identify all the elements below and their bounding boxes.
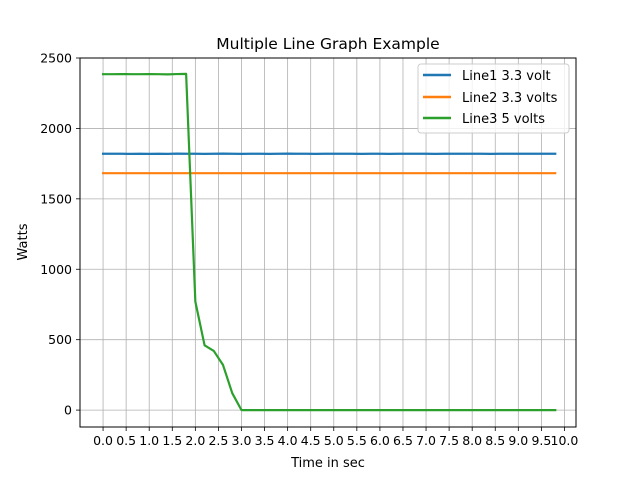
x-tick-label: 7.0 xyxy=(416,433,436,448)
x-tick-label: 9.5 xyxy=(531,433,551,448)
series-line-3 xyxy=(101,72,557,412)
y-tick-label: 500 xyxy=(48,332,72,347)
y-tick-label: 1000 xyxy=(40,262,72,277)
x-tick-label: 4.5 xyxy=(301,433,321,448)
legend: Line1 3.3 volt Line2 3.3 volts Line3 5 v… xyxy=(417,63,570,134)
x-tick-label: 6.0 xyxy=(370,433,390,448)
chart-title: Multiple Line Graph Example xyxy=(216,35,439,53)
y-tick-label: 1500 xyxy=(40,191,72,206)
x-tick-label: 2.5 xyxy=(208,433,228,448)
legend-frame xyxy=(417,63,570,134)
y-tick-label: 2000 xyxy=(40,121,72,136)
x-tick-label: 0.5 xyxy=(116,433,136,448)
x-tick-label: 2.0 xyxy=(185,433,205,448)
legend-label-line1: Line1 3.3 volt xyxy=(462,69,551,84)
x-tick-label: 5.5 xyxy=(347,433,367,448)
x-tick-label: 7.5 xyxy=(439,433,459,448)
x-tick-label: 4.0 xyxy=(278,433,298,448)
plot-frame xyxy=(79,57,577,428)
x-tick-label: 9.0 xyxy=(508,433,528,448)
x-tick-label: 3.5 xyxy=(255,433,275,448)
x-axis-label: Time in sec xyxy=(290,456,365,471)
x-tick-label: 3.0 xyxy=(232,433,252,448)
x-tick-label: 1.0 xyxy=(139,433,159,448)
x-axis: 0.0 0.5 1.0 1.5 2.0 2.5 3.0 3.5 4.0 4.5 5.0 5.5 6.0 6… xyxy=(93,427,578,448)
x-tick-label: 8.0 xyxy=(462,433,482,448)
y-axis-label: Watts xyxy=(16,223,31,260)
x-tick-label: 5.0 xyxy=(324,433,344,448)
legend-label-line2: Line2 3.3 volts xyxy=(462,91,558,106)
x-tick-label: 6.5 xyxy=(393,433,413,448)
x-tick-label: 0.0 xyxy=(93,433,113,448)
x-tick-label: 8.5 xyxy=(485,433,505,448)
x-tick-label: 10.0 xyxy=(551,433,579,448)
y-tick-label: 2500 xyxy=(40,51,72,66)
y-axis: 0 500 1000 1500 2000 2500 xyxy=(40,51,80,418)
series-lines xyxy=(101,72,557,412)
y-tick-label: 0 xyxy=(64,403,72,418)
legend-label-line3: Line3 5 volts xyxy=(462,112,545,127)
x-tick-label: 1.5 xyxy=(162,433,182,448)
